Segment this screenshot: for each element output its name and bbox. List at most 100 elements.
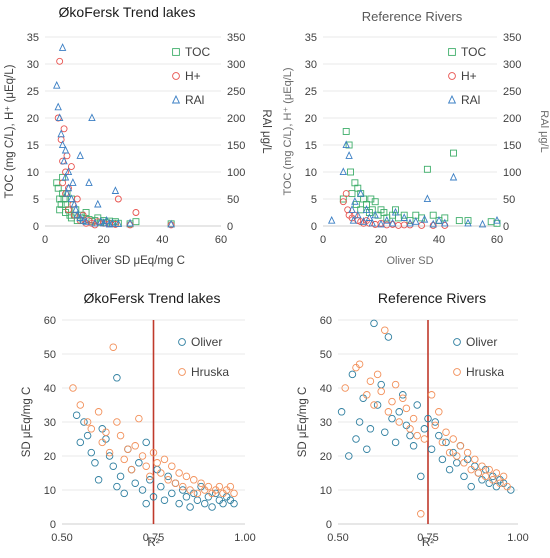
data-point: [76, 213, 84, 221]
data-point: [167, 219, 175, 228]
data-point: [70, 199, 79, 208]
data-point: [460, 459, 468, 467]
data-point: [377, 219, 385, 228]
legend-marker: [172, 48, 180, 56]
data-point: [114, 219, 123, 227]
data-point: [427, 391, 436, 399]
data-point: [171, 479, 180, 487]
legend-label: RAl: [185, 93, 204, 107]
y2-tick-label: 100: [503, 167, 521, 179]
data-point: [474, 469, 483, 477]
data-point: [83, 431, 92, 440]
data-point: [153, 459, 161, 467]
data-point: [345, 452, 353, 460]
data-point: [445, 448, 454, 457]
data-point: [339, 195, 347, 203]
y2-tick-label: 200: [503, 113, 521, 125]
x-axis-label: Oliver SD: [386, 255, 433, 267]
data-point: [342, 190, 350, 198]
y-axis-label: SD μEq/mg C: [297, 387, 309, 458]
data-point: [442, 428, 450, 436]
data-point: [179, 482, 187, 491]
data-point: [355, 418, 364, 426]
data-point: [429, 219, 437, 228]
y-tick-label: 0: [311, 221, 317, 233]
data-point: [175, 469, 183, 477]
y2-tick-label: 50: [503, 194, 515, 206]
data-point: [388, 218, 397, 227]
chart-4: 0 10 20 30 40 50 60 0.50 0.75 1.00 Reference River…: [297, 290, 529, 549]
y-tick-label: 15: [305, 140, 317, 152]
x-tick-label: 40: [156, 234, 168, 246]
y2-tick-label: 0: [227, 221, 233, 233]
data-point: [83, 418, 92, 426]
data-point: [388, 414, 396, 423]
data-point: [478, 462, 486, 470]
data-point: [157, 469, 165, 477]
data-point: [157, 482, 165, 491]
x-tick-label: 1.00: [234, 532, 255, 544]
data-point: [435, 408, 443, 416]
data-point: [67, 163, 75, 171]
data-point: [409, 442, 418, 450]
data-point: [105, 219, 114, 228]
data-point: [450, 149, 457, 157]
data-point: [85, 178, 93, 186]
data-point: [467, 482, 475, 491]
data-point: [481, 472, 490, 481]
data-point: [366, 377, 375, 385]
data-point: [91, 459, 99, 467]
data-point: [131, 479, 139, 487]
data-point: [460, 472, 468, 481]
data-point: [138, 452, 147, 460]
data-point: [431, 421, 439, 430]
data-point: [420, 425, 429, 433]
data-point: [215, 482, 224, 491]
data-point: [67, 194, 76, 203]
data-point: [341, 384, 349, 392]
data-point: [493, 215, 501, 224]
series-ral: [327, 140, 501, 228]
y-tick-label: 30: [320, 417, 332, 429]
data-point: [58, 43, 67, 51]
data-point: [463, 448, 472, 457]
data-point: [348, 370, 357, 379]
data-point: [56, 57, 64, 65]
data-point: [453, 452, 461, 460]
data-point: [109, 462, 117, 470]
data-point: [116, 472, 125, 481]
data-point: [116, 431, 125, 440]
y-tick-label: 40: [320, 383, 332, 395]
data-point: [371, 210, 379, 219]
data-point: [160, 455, 169, 464]
chart-3: 0 10 20 30 40 50 60 0.50 0.75 1.00 ØkoFersk Trend …: [21, 290, 256, 549]
data-point: [496, 479, 504, 487]
y2-tick-label: 0: [503, 221, 509, 233]
data-point: [337, 408, 346, 416]
data-point: [230, 489, 238, 498]
data-point: [438, 455, 447, 464]
y-tick-label: 5: [311, 194, 317, 206]
data-point: [230, 499, 238, 508]
legend-marker: [171, 94, 181, 104]
data-point: [366, 425, 375, 433]
data-point: [182, 472, 191, 481]
y-tick-label: 0: [50, 519, 56, 531]
data-point: [383, 215, 391, 224]
y2-tick-label: 350: [503, 32, 521, 44]
data-point: [73, 195, 81, 203]
data-point: [120, 489, 128, 498]
y2-tick-label: 300: [227, 59, 245, 71]
data-point: [351, 197, 359, 205]
x-tick-label: 1.00: [507, 532, 528, 544]
data-point: [69, 384, 77, 392]
data-point: [160, 496, 169, 504]
data-point: [420, 435, 429, 443]
data-point: [445, 465, 454, 474]
data-point: [455, 217, 463, 225]
x-tick-label: 0: [320, 234, 326, 246]
data-point: [94, 476, 103, 484]
data-point: [146, 476, 154, 484]
